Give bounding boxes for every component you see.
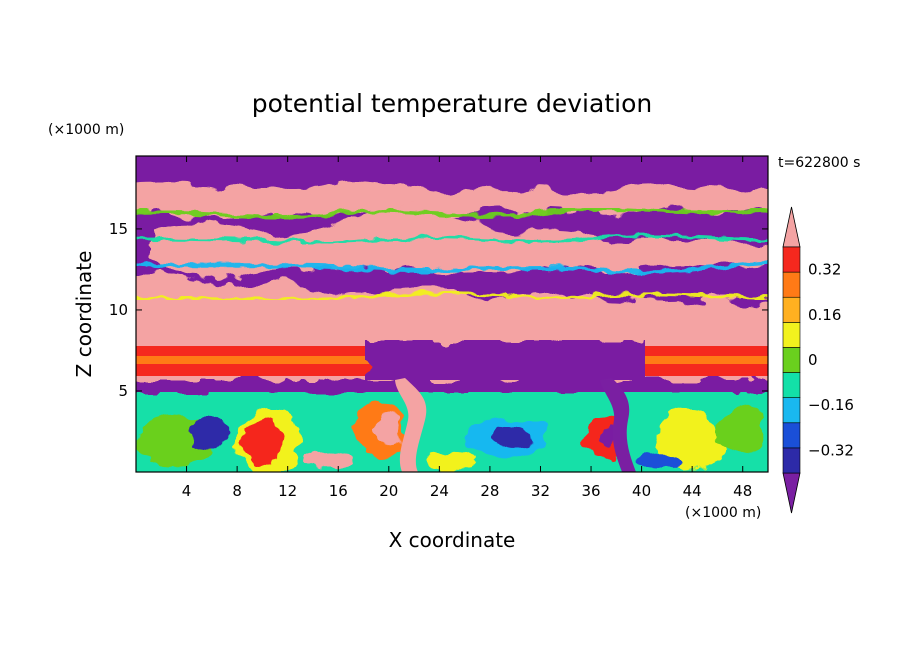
y-axis-label: Z coordinate [72, 251, 96, 378]
y-tick-label: 5 [118, 382, 128, 400]
colorbar-tick-label: 0 [808, 351, 818, 369]
x-tick-label: 36 [581, 482, 600, 500]
colorbar-swatch [782, 447, 801, 474]
colorbar-tick-label: −0.32 [808, 441, 854, 459]
time-label: t=622800 s [778, 155, 860, 171]
x-tick-label: 12 [278, 482, 297, 500]
colorbar-tick-label: −0.16 [808, 396, 854, 414]
y-tick-label: 10 [109, 301, 128, 319]
colorbar-swatch [782, 397, 801, 424]
y-axis: 5 10 15 [109, 220, 768, 400]
colorbar-swatch [782, 246, 801, 273]
x-tick-label: 48 [733, 482, 752, 500]
x-unit-label: (×1000 m) [685, 505, 761, 521]
colorbar-tick-label: 0.32 [808, 261, 841, 279]
x-tick-label: 20 [379, 482, 398, 500]
colorbar: 0.32 0.16 0 −0.16 −0.32 [782, 206, 854, 514]
x-tick-label: 28 [480, 482, 499, 500]
colorbar-swatch [782, 372, 801, 398]
colorbar-swatch [782, 322, 801, 348]
colorbar-tick-label: 0.16 [808, 306, 841, 324]
x-tick-label: 32 [531, 482, 550, 500]
plot-frame [135, 155, 769, 473]
x-axis-label: X coordinate [389, 528, 516, 552]
colorbar-swatch [782, 296, 801, 323]
colorbar-swatch [782, 422, 801, 449]
colorbar-extend-min [782, 472, 801, 514]
chart-title: potential temperature deviation [252, 89, 652, 118]
x-tick-label: 44 [683, 482, 702, 500]
y-tick-label: 15 [109, 220, 128, 238]
x-tick-label: 16 [329, 482, 348, 500]
colorbar-extend-max [782, 206, 801, 248]
colorbar-swatch [782, 271, 801, 298]
y-unit-label: (×1000 m) [48, 122, 124, 138]
x-tick-label: 4 [182, 482, 192, 500]
x-tick-label: 40 [632, 482, 651, 500]
field-plot [136, 156, 768, 472]
x-axis: 4 8 12 16 20 24 28 32 36 40 44 48 [182, 156, 752, 500]
x-tick-label: 24 [430, 482, 449, 500]
colorbar-swatch [782, 347, 801, 373]
x-tick-label: 8 [232, 482, 242, 500]
